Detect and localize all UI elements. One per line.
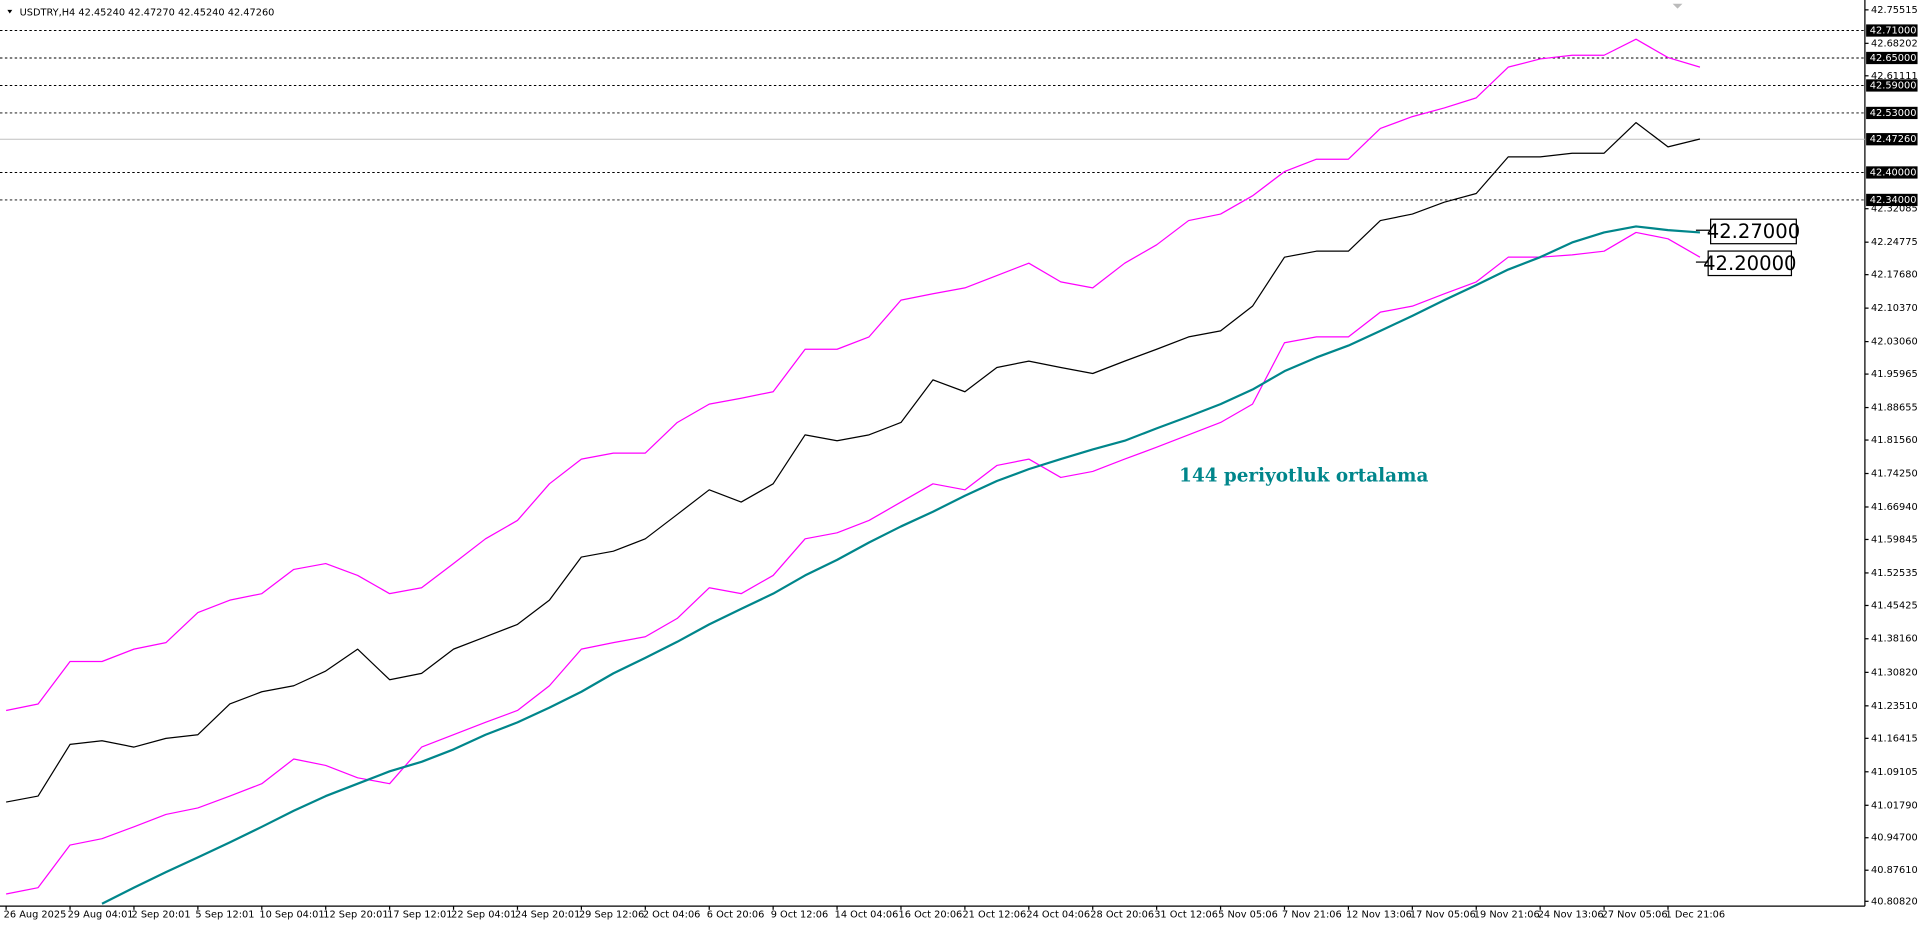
- level-label: 42.40000: [1870, 167, 1917, 178]
- x-tick-label: 31 Oct 12:06: [1154, 910, 1218, 921]
- x-tick-label: 29 Aug 04:01: [68, 910, 134, 921]
- level-box: [1866, 106, 1918, 120]
- series-line: [101, 225, 1701, 905]
- level-box: [1866, 51, 1918, 65]
- y-tick-label: 40.94700: [1871, 833, 1918, 844]
- x-tick-label: 16 Oct 20:06: [899, 910, 963, 921]
- annotation: 42.27000: [1707, 220, 1800, 243]
- y-tick-label: 41.45425: [1871, 600, 1918, 611]
- x-tick-label: 27 Nov 05:06: [1602, 910, 1668, 921]
- y-tick-label: 41.81560: [1871, 435, 1918, 446]
- y-tick-label: 41.16415: [1871, 733, 1918, 744]
- level-label: 42.53000: [1870, 108, 1917, 119]
- x-tick-label: 24 Oct 04:06: [1026, 910, 1090, 921]
- x-tick-label: 28 Oct 20:06: [1090, 910, 1154, 921]
- y-tick-label: 42.10370: [1871, 303, 1918, 314]
- x-tick-label: 5 Nov 05:06: [1218, 910, 1278, 921]
- x-tick-label: 21 Oct 12:06: [962, 910, 1026, 921]
- level-label: 42.71000: [1870, 26, 1917, 37]
- level-label: 42.34000: [1870, 195, 1917, 206]
- y-tick-label: 41.74250: [1871, 469, 1918, 480]
- x-tick-label: 5 Sep 12:01: [195, 910, 254, 921]
- y-tick-label: 42.32085: [1871, 204, 1918, 215]
- price-box: [1866, 133, 1918, 146]
- y-tick-label: 41.59845: [1871, 534, 1918, 545]
- y-tick-label: 42.61111: [1871, 71, 1918, 82]
- annotation-box: [1710, 218, 1797, 245]
- x-tick-label: 26 Aug 2025: [4, 910, 67, 921]
- level-box: [1866, 24, 1918, 37]
- x-tick-label: 7 Nov 21:06: [1282, 910, 1342, 921]
- shift-marker: [1672, 3, 1683, 9]
- y-tick-label: 41.66940: [1871, 502, 1918, 513]
- x-tick-label: 6 Oct 20:06: [707, 910, 765, 921]
- plot: 42.75515 42.68202 42.61111 42.32085 42.24775…: [0, 5, 1918, 921]
- y-tick-label: 41.30820: [1871, 667, 1918, 678]
- y-tick-label: 41.38160: [1871, 634, 1918, 645]
- y-tick-label: 42.17680: [1871, 270, 1918, 281]
- y-tick-label: 41.52535: [1871, 568, 1918, 579]
- level-label: 42.65000: [1870, 53, 1917, 64]
- x-tick-label: 1 Dec 21:06: [1666, 910, 1726, 921]
- level-label: 42.59000: [1870, 80, 1917, 91]
- series-line: [6, 38, 1701, 712]
- x-tick-label: 24 Nov 13:06: [1538, 910, 1604, 921]
- x-tick-label: 19 Nov 21:06: [1474, 910, 1540, 921]
- y-tick-label: 42.75515: [1871, 5, 1918, 16]
- y-tick-label: 42.24775: [1871, 237, 1918, 248]
- x-tick-label: 14 Oct 04:06: [835, 910, 899, 921]
- x-tick-label: 22 Sep 04:01: [451, 910, 516, 921]
- x-tick-label: 24 Sep 20:01: [515, 910, 580, 921]
- series-line: [6, 231, 1701, 895]
- price-label: 42.47260: [1870, 134, 1917, 145]
- annotation-box: [1707, 250, 1793, 277]
- y-tick-label: 41.88655: [1871, 403, 1918, 414]
- chart-title: USDTRY,H4 42.45240 42.47270 42.45240 42.…: [20, 7, 275, 18]
- x-tick-label: 29 Sep 12:06: [579, 910, 644, 921]
- level-box: [1866, 79, 1918, 92]
- y-tick-label: 42.68202: [1871, 38, 1918, 49]
- x-tick-label: 12 Nov 13:06: [1346, 910, 1412, 921]
- series-line: [6, 121, 1701, 803]
- x-tick-label: 12 Sep 20:01: [323, 910, 388, 921]
- y-tick-label: 41.09105: [1871, 767, 1918, 778]
- y-tick-label: 40.87610: [1871, 865, 1918, 876]
- annotation: 144 periyotluk ortalama: [1179, 465, 1428, 486]
- x-tick-label: 10 Sep 04:01: [259, 910, 324, 921]
- x-tick-label: 2 Sep 20:01: [132, 910, 191, 921]
- level-box: [1866, 166, 1918, 179]
- level-box: [1866, 193, 1918, 207]
- x-tick-label: 9 Oct 12:06: [771, 910, 829, 921]
- y-tick-label: 41.01790: [1871, 800, 1918, 811]
- x-tick-label: 17 Nov 05:06: [1410, 910, 1476, 921]
- x-tick-label: 17 Sep 12:01: [387, 910, 452, 921]
- y-tick-label: 41.23510: [1871, 701, 1918, 712]
- y-tick-label: 41.95965: [1871, 369, 1918, 380]
- y-tick-label: 40.80820: [1871, 896, 1918, 907]
- menu-arrow: [7, 9, 13, 14]
- annotation: 42.20000: [1703, 252, 1796, 275]
- y-tick-label: 42.03060: [1871, 337, 1918, 348]
- x-tick-label: 2 Oct 04:06: [643, 910, 701, 921]
